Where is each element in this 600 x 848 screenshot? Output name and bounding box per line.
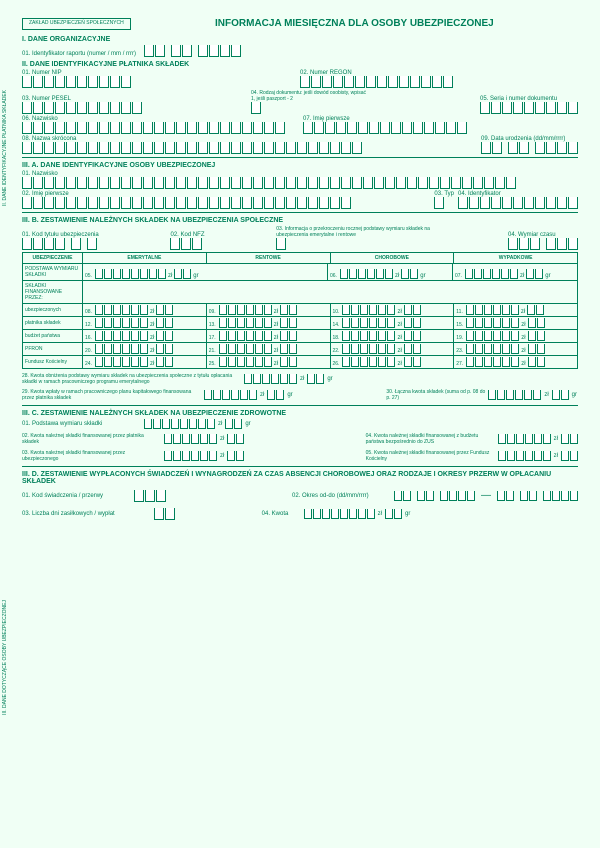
input-3d-02b[interactable] bbox=[497, 491, 578, 501]
input-3c-01[interactable] bbox=[144, 419, 215, 429]
input-2-04[interactable] bbox=[251, 102, 371, 114]
th-3: CHOROBOWE bbox=[331, 253, 455, 263]
form-title: INFORMACJA MIESIĘCZNA DLA OSOBY UBEZPIEC… bbox=[131, 18, 578, 29]
row-label-5: budżet państwa bbox=[23, 330, 83, 342]
label-3d-03: 03. Liczba dni zasiłkowych / wypłat bbox=[22, 511, 152, 517]
org-logo: ZAKŁAD UBEZPIECZEŃ SPOŁECZNYCH bbox=[22, 18, 131, 30]
input-2-07[interactable] bbox=[303, 122, 578, 134]
input-3b-02[interactable] bbox=[170, 238, 204, 250]
input-2-08[interactable] bbox=[22, 142, 475, 154]
th-1: EMERYTALNE bbox=[83, 253, 207, 263]
input-3c-02[interactable] bbox=[164, 434, 217, 444]
input-2-06[interactable] bbox=[22, 122, 297, 134]
label-3d-02: 02. Okres od-do (dd/mm/rrrr) bbox=[292, 493, 392, 499]
label-1-01: 01. Identyfikator raportu (numer / mm / … bbox=[22, 51, 136, 57]
label-30: 30. Łączna kwota składek (suma od p. 08 … bbox=[386, 389, 486, 401]
input-3c-05[interactable] bbox=[498, 451, 551, 461]
label-3d-01: 01. Kod świadczenia / przerwy bbox=[22, 493, 132, 499]
section-3c-title: III. C. ZESTAWIENIE NALEŻNYCH SKŁADEK NA… bbox=[22, 410, 578, 417]
header: ZAKŁAD UBEZPIECZEŃ SPOŁECZNYCH INFORMACJ… bbox=[22, 18, 578, 30]
label-3c-04: 04. Kwota należnej składki finansowanej … bbox=[366, 433, 496, 445]
input-3a-04[interactable] bbox=[458, 197, 578, 209]
input-06[interactable] bbox=[340, 269, 393, 279]
section-3b-title: III. B. ZESTAWIENIE NALEŻNYCH SKŁADEK NA… bbox=[22, 217, 578, 224]
input-2-01[interactable] bbox=[22, 76, 300, 88]
cell-06: 06. bbox=[330, 273, 337, 279]
label-3b-03: 03. Informacja o przekroczeniu rocznej p… bbox=[276, 226, 436, 238]
input-2-02[interactable] bbox=[300, 76, 578, 88]
row-label-2: SKŁADKI FINANSOWANE PRZEZ: bbox=[23, 281, 83, 303]
input-3d-04[interactable] bbox=[304, 509, 375, 519]
input-2-05[interactable] bbox=[480, 102, 578, 114]
label-3c-01: 01. Podstawa wymiaru składki bbox=[22, 421, 142, 427]
input-3a-01[interactable] bbox=[22, 177, 578, 189]
input-3d-02a[interactable] bbox=[394, 491, 475, 501]
label-29: 29. Kwota wpłaty w ramach pracowniczego … bbox=[22, 389, 202, 401]
label-3c-05: 05. Kwota należnej składki finansowanej … bbox=[366, 450, 496, 462]
label-3c-03: 03. Kwota należnej składki finansowanej … bbox=[22, 450, 162, 462]
row-label-1: PODSTAWA WYMIARU SKŁADKI bbox=[23, 264, 83, 280]
input-1-01[interactable] bbox=[144, 45, 241, 57]
input-28[interactable] bbox=[244, 374, 297, 384]
input-3d-03[interactable] bbox=[154, 508, 175, 520]
row-label-7: Fundusz Kościelny bbox=[23, 356, 83, 368]
input-3b-03[interactable] bbox=[276, 238, 436, 250]
input-30[interactable] bbox=[488, 390, 541, 400]
cell-05: 05. bbox=[85, 273, 92, 279]
side-label-1: II. DANE IDENTYFIKACYJNE PŁATNIKA SKŁADE… bbox=[2, 90, 8, 206]
row-label-6: PFRON bbox=[23, 343, 83, 355]
section-3a-title: III. A. DANE IDENTYFIKACYJNE OSOBY UBEZP… bbox=[22, 162, 578, 169]
label-2-04: 04. Rodzaj dokumentu: jeśli dowód osobis… bbox=[251, 90, 371, 102]
label-28: 28. Kwota obniżenia podstawy wymiaru skł… bbox=[22, 373, 242, 385]
input-2-03[interactable] bbox=[22, 102, 142, 114]
section-3d-title: III. D. ZESTAWIENIE WYPŁACONYCH ŚWIADCZE… bbox=[22, 471, 578, 485]
side-label-2: III. DANE DOTYCZĄCE OSOBY UBEZPIECZONEJ bbox=[2, 600, 8, 715]
cell-07: 07. bbox=[455, 273, 462, 279]
input-3a-02[interactable] bbox=[22, 197, 430, 209]
th-4: WYPADKOWE bbox=[454, 253, 577, 263]
input-05[interactable] bbox=[95, 269, 166, 279]
section-1-title: I. DANE ORGANIZACYJNE bbox=[22, 36, 578, 43]
input-3d-01[interactable] bbox=[134, 490, 166, 502]
input-2-09[interactable] bbox=[481, 142, 578, 154]
field-1-01: 01. Identyfikator raportu (numer / mm / … bbox=[22, 45, 578, 57]
row-label-4: płatnika składek bbox=[23, 317, 83, 329]
input-3b-04[interactable] bbox=[508, 238, 578, 250]
label-3d-04: 04. Kwota bbox=[262, 511, 302, 517]
section-2-title: II. DANE IDENTYFIKACYJNE PŁATNIKA SKŁADE… bbox=[22, 61, 578, 68]
input-3c-04[interactable] bbox=[498, 434, 551, 444]
input-3b-01[interactable] bbox=[22, 238, 99, 250]
contributions-table: UBEZPIECZENIE EMERYTALNE RENTOWE CHOROBO… bbox=[22, 252, 578, 369]
input-3c-03[interactable] bbox=[164, 451, 217, 461]
input-29[interactable] bbox=[204, 390, 257, 400]
th-0: UBEZPIECZENIE bbox=[23, 253, 83, 263]
label-3c-02: 02. Kwota należnej składki finansowanej … bbox=[22, 433, 162, 445]
input-07[interactable] bbox=[465, 269, 518, 279]
th-2: RENTOWE bbox=[207, 253, 331, 263]
row-label-3: ubezpieczonych bbox=[23, 304, 83, 316]
input-3a-03[interactable] bbox=[434, 197, 454, 209]
